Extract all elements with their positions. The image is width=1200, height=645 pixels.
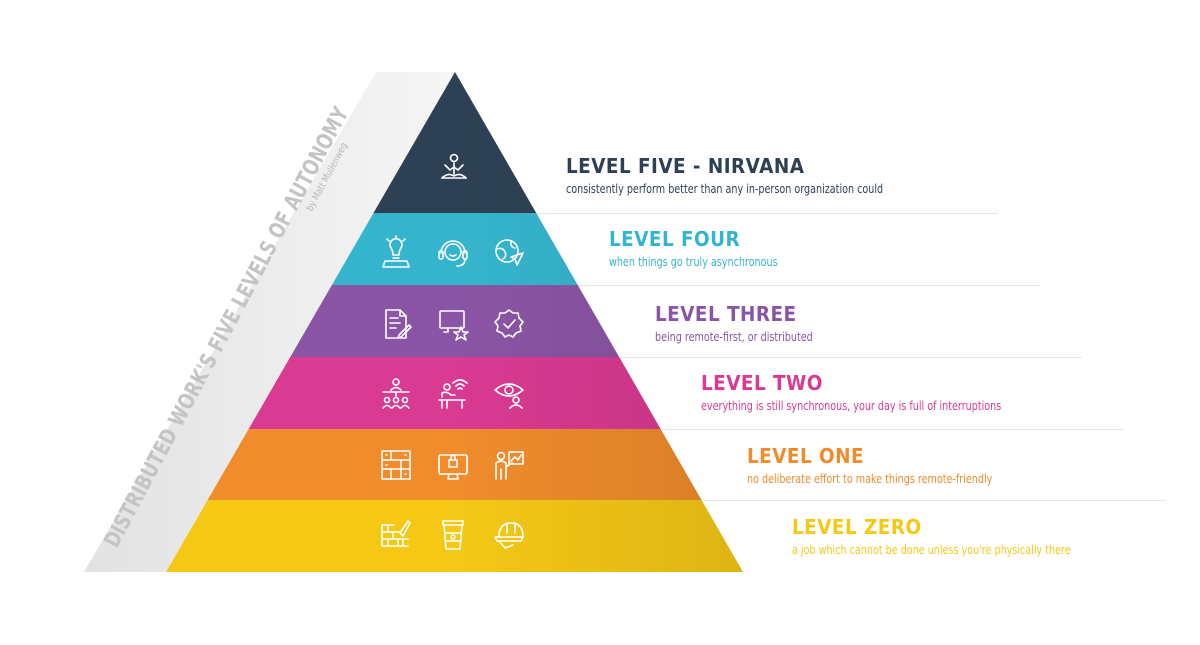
level-two-description: everything is still synchronous, your da… [701,399,1002,413]
level-two-title: LEVEL TWO [701,371,823,395]
level-three-title: LEVEL THREE [655,302,797,326]
brick-wall-trowel-icon [381,520,411,547]
eye-person-icon [494,383,524,409]
document-edit-icon [385,309,412,339]
level-zero-description: a job which cannot be done unless you're… [792,543,1071,557]
level-four-description: when things go truly asynchronous [609,255,778,269]
hard-hat-icon [494,522,524,549]
globe-send-icon [495,239,524,266]
level-four-title: LEVEL FOUR [609,227,741,251]
monitor-star-icon [439,310,469,341]
level-five-label: LEVEL FIVE - NIRVANA consistently perfor… [566,154,962,196]
level-zero-label: LEVEL ZERO a job which cannot be done un… [792,515,1140,557]
presenter-chart-icon [495,451,524,480]
level-one-description: no deliberate effort to make things remo… [747,472,993,486]
headset-icon [438,240,468,267]
level-four-label: LEVEL FOUR when things go truly asynchro… [609,227,820,269]
pyramid-side-face [84,72,455,572]
level-two-label: LEVEL TWO everything is still synchronou… [701,371,1076,413]
level-one-title: LEVEL ONE [747,444,864,468]
level-zero-title: LEVEL ZERO [792,515,922,539]
team-meeting-icon [382,378,410,409]
level-five-description: consistently perform better than any in-… [566,182,884,196]
level-five-title: LEVEL FIVE - NIRVANA [566,154,805,178]
level-one-label: LEVEL ONE no deliberate effort to make t… [747,444,1054,486]
monitor-lock-icon [438,454,468,480]
level-three-label: LEVEL THREE being remote-first, or distr… [655,302,852,344]
desk-wifi-icon [438,379,468,409]
level-three-description: being remote-first, or distributed [655,330,813,344]
badge-check-icon [494,309,524,338]
coffee-cup-icon [442,520,464,550]
meditation-icon [441,153,467,179]
lightbulb-laptop-icon [382,235,410,268]
pyramid-shade [455,72,743,572]
office-building-icon [381,450,411,480]
